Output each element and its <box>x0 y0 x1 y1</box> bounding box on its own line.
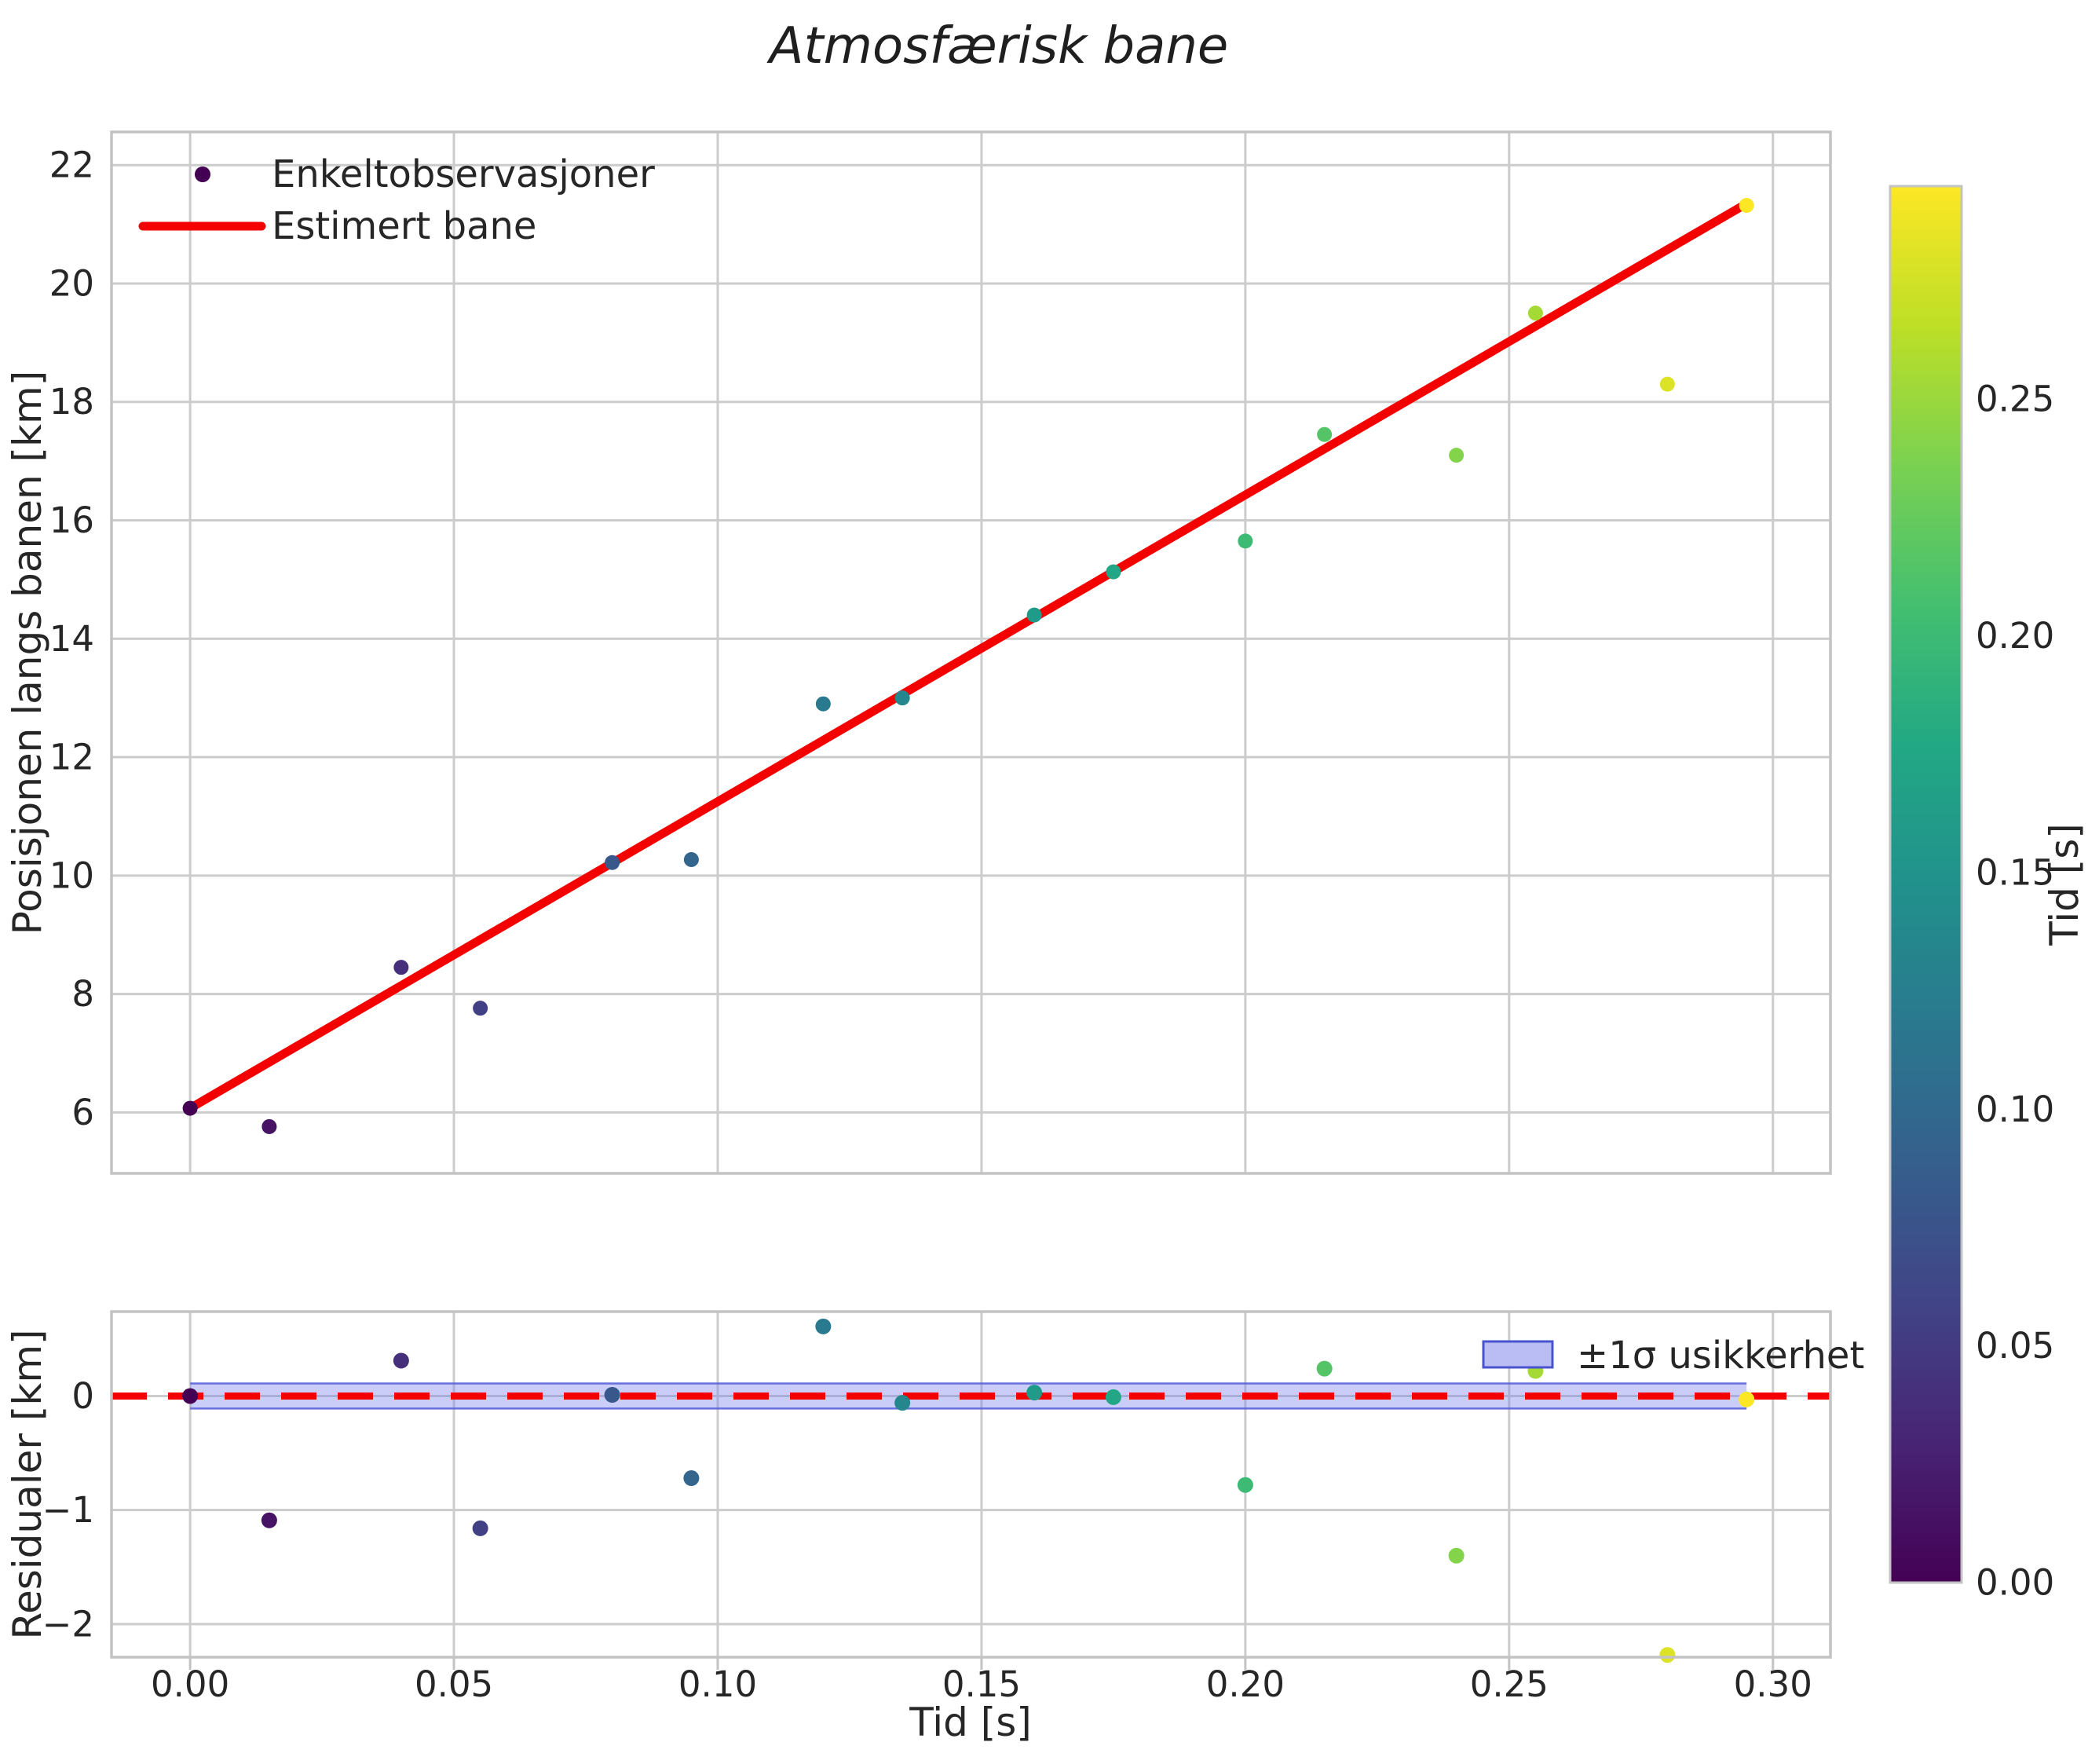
scatter-point <box>1238 533 1253 549</box>
colorbar-tick-label: 0.10 <box>1976 1089 2054 1130</box>
main-y-tick-label: 18 <box>49 381 94 423</box>
colorbar-tick-labels: 0.00 0.05 0.10 0.15 0.20 0.25 <box>1976 379 2054 1604</box>
colorbar-label: Tid [s] <box>2042 823 2087 946</box>
legend-fit-label: Estimert bane <box>272 204 536 248</box>
main-y-tick-label: 6 <box>71 1092 94 1133</box>
x-tick-label: 0.00 <box>151 1663 229 1705</box>
main-y-tick-label: 12 <box>49 737 94 778</box>
main-plot-frame <box>110 130 1832 1175</box>
scatter-point <box>815 696 831 712</box>
scatter-point <box>605 855 620 870</box>
scatter-point <box>1026 607 1042 623</box>
legend-observations-marker <box>195 167 210 182</box>
main-y-tick-labels: 6 8 10 12 14 16 18 20 22 <box>49 145 94 1133</box>
residual-y-tick-label: −1 <box>42 1489 94 1531</box>
residual-y-tick-label: 0 <box>71 1375 94 1417</box>
colorbar-tick-label: 0.25 <box>1976 379 2054 420</box>
residual-plot-frame <box>110 1310 1832 1659</box>
x-tick-label: 0.25 <box>1470 1663 1549 1705</box>
residual-point <box>393 1352 409 1369</box>
axes-spines <box>110 130 1832 1175</box>
colorbar-tick-label: 0.20 <box>1976 615 2054 657</box>
scatter-point <box>473 1001 488 1016</box>
scatter-point <box>1317 426 1333 442</box>
residual-point <box>261 1512 277 1528</box>
scatter-point <box>1527 306 1543 321</box>
colorbar-tick-label: 0.05 <box>1976 1325 2054 1367</box>
legend-observations-label: Enkeltobservasjoner <box>272 152 655 196</box>
residual-point <box>1448 1547 1465 1564</box>
fit-line <box>185 199 1751 1113</box>
scatter-point <box>1739 197 1754 213</box>
colorbar-bar <box>1889 185 1963 1584</box>
residual-y-tick-labels: 0 −1 −2 <box>42 1375 94 1645</box>
scatter-point <box>393 960 409 975</box>
x-tick-label: 0.15 <box>942 1663 1021 1705</box>
residual-point <box>894 1395 911 1411</box>
main-plot-content <box>182 197 1754 1134</box>
residual-point <box>182 1388 199 1404</box>
residual-legend: ±1σ usikkerhet <box>1482 1334 1864 1378</box>
residual-point <box>1237 1477 1253 1493</box>
x-tick-label: 0.30 <box>1734 1663 1812 1705</box>
colorbar-tick-label: 0.00 <box>1976 1562 2054 1604</box>
main-y-tick-label: 8 <box>71 973 94 1015</box>
x-axis-label: Tid [s] <box>909 1700 1032 1745</box>
scatter-point <box>1106 564 1121 580</box>
residual-y-tick-label: −2 <box>42 1603 94 1645</box>
main-y-tick-label: 14 <box>49 618 94 660</box>
residual-point <box>1026 1385 1043 1401</box>
main-y-tick-label: 10 <box>49 855 94 896</box>
scatter-point <box>894 690 910 706</box>
legend-band-patch <box>1482 1340 1554 1369</box>
main-y-tick-label: 22 <box>49 145 94 186</box>
residual-point <box>1316 1360 1333 1377</box>
scatter-point <box>182 1100 198 1116</box>
residual-point <box>472 1520 488 1536</box>
residual-point <box>604 1387 620 1404</box>
main-y-tick-label: 16 <box>49 500 94 541</box>
colorbar <box>1889 185 1963 1584</box>
x-tick-label: 0.10 <box>678 1663 757 1705</box>
scatter-point <box>261 1118 277 1134</box>
x-tick-labels: 0.00 0.05 0.10 0.15 0.20 0.25 0.30 <box>151 1657 1812 1705</box>
residual-point <box>815 1318 832 1334</box>
scatter-point <box>683 851 699 867</box>
axes-spines <box>110 1310 1832 1659</box>
residual-point <box>1739 1391 1755 1407</box>
residual-point <box>683 1470 700 1487</box>
main-y-tick-label: 20 <box>49 262 94 304</box>
chart-title: Atmosfærisk bane <box>766 17 1229 75</box>
residual-y-axis-label: Residualer [km] <box>5 1329 50 1639</box>
scatter-point <box>1659 376 1675 392</box>
scatter-point <box>1449 448 1465 463</box>
residual-point <box>1659 1647 1676 1663</box>
x-tick-label: 0.05 <box>415 1663 493 1705</box>
legend-band-label: ±1σ usikkerhet <box>1577 1334 1864 1378</box>
x-tick-label: 0.20 <box>1206 1663 1285 1705</box>
main-y-axis-label: Posisjonen langs banen [km] <box>5 371 50 935</box>
main-legend: Enkeltobservasjoner Estimert bane <box>138 152 655 248</box>
colorbar-tick-label: 0.15 <box>1976 851 2054 893</box>
residual-point <box>1105 1389 1121 1405</box>
main-plot-grid <box>112 132 1830 1173</box>
